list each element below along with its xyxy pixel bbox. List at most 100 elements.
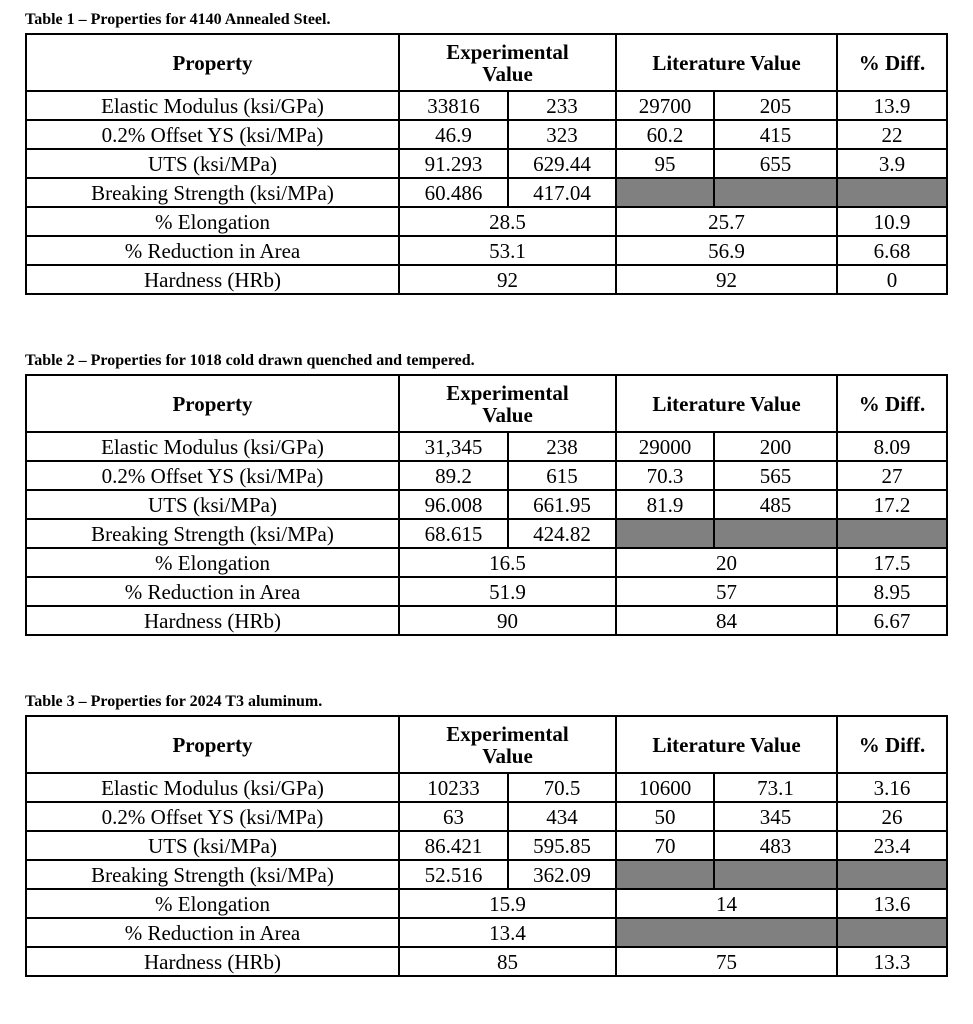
experimental-cell-ksi: 52.516 bbox=[398, 859, 509, 890]
table-row: UTS (ksi/MPa) 86.421 595.85 70 483 23.4 bbox=[25, 830, 949, 861]
diff-empty-cell bbox=[836, 917, 949, 948]
diff-empty-cell bbox=[836, 518, 949, 549]
experimental-cell-ksi: 63 bbox=[398, 801, 509, 832]
experimental-cell-ksi: 33816 bbox=[398, 90, 509, 121]
header-row: Property Experimental Value Literature V… bbox=[25, 374, 949, 433]
property-cell: Hardness (HRb) bbox=[25, 946, 400, 977]
property-cell: Breaking Strength (ksi/MPa) bbox=[25, 177, 400, 208]
property-cell: % Reduction in Area bbox=[25, 917, 400, 948]
table-row: Elastic Modulus (ksi/GPa) 31,345 238 29000 2… bbox=[25, 431, 949, 462]
header-literature: Literature Value bbox=[614, 715, 839, 774]
header-experimental-text: Experimental Value bbox=[446, 380, 569, 427]
property-cell: % Elongation bbox=[25, 547, 400, 578]
experimental-cell-si: 362.09 bbox=[507, 859, 617, 890]
header-row: Property Experimental Value Literature V… bbox=[25, 33, 949, 92]
table-row: Hardness (HRb) 85 75 13.3 bbox=[25, 946, 949, 977]
table-row: Breaking Strength (ksi/MPa) 68.615 424.82 bbox=[25, 518, 949, 549]
experimental-cell-ksi: 91.293 bbox=[398, 148, 509, 179]
literature-cell: 14 bbox=[614, 888, 839, 919]
header-property: Property bbox=[25, 715, 400, 774]
experimental-cell-si: 629.44 bbox=[507, 148, 617, 179]
experimental-cell: 28.5 bbox=[398, 206, 617, 237]
diff-cell: 3.9 bbox=[836, 148, 949, 179]
diff-cell: 3.16 bbox=[836, 772, 949, 803]
property-cell: 0.2% Offset YS (ksi/MPa) bbox=[25, 460, 400, 491]
experimental-cell-ksi: 86.421 bbox=[398, 830, 509, 861]
header-property: Property bbox=[25, 33, 400, 92]
literature-cell-si: 345 bbox=[712, 801, 839, 832]
literature-cell: 92 bbox=[614, 264, 839, 295]
table-row: Breaking Strength (ksi/MPa) 52.516 362.09 bbox=[25, 859, 949, 890]
diff-cell: 10.9 bbox=[836, 206, 949, 237]
experimental-cell: 90 bbox=[398, 605, 617, 636]
experimental-cell-ksi: 68.615 bbox=[398, 518, 509, 549]
experimental-cell: 85 bbox=[398, 946, 617, 977]
experimental-cell-si: 238 bbox=[507, 431, 617, 462]
diff-cell: 13.6 bbox=[836, 888, 949, 919]
experimental-cell: 92 bbox=[398, 264, 617, 295]
literature-empty-cell bbox=[712, 859, 839, 890]
experimental-cell-ksi: 31,345 bbox=[398, 431, 509, 462]
experimental-cell-si: 615 bbox=[507, 460, 617, 491]
header-row: Property Experimental Value Literature V… bbox=[25, 715, 949, 774]
property-cell: Hardness (HRb) bbox=[25, 264, 400, 295]
table-row: Elastic Modulus (ksi/GPa) 10233 70.5 10600 7… bbox=[25, 772, 949, 803]
literature-cell-si: 415 bbox=[712, 119, 839, 150]
header-experimental: Experimental Value bbox=[398, 33, 617, 92]
header-literature: Literature Value bbox=[614, 374, 839, 433]
literature-cell-ksi: 81.9 bbox=[615, 489, 715, 520]
property-cell: UTS (ksi/MPa) bbox=[25, 489, 400, 520]
table-title: Table 1 – Properties for 4140 Annealed S… bbox=[25, 11, 331, 28]
table-row: % Reduction in Area 13.4 bbox=[25, 917, 949, 948]
diff-cell: 13.3 bbox=[836, 946, 949, 977]
table-row: % Reduction in Area 51.9 57 8.95 bbox=[25, 576, 949, 607]
literature-cell-ksi: 60.2 bbox=[615, 119, 715, 150]
experimental-cell-ksi: 10233 bbox=[398, 772, 509, 803]
literature-cell-si: 565 bbox=[712, 460, 839, 491]
experimental-cell-si: 595.85 bbox=[507, 830, 617, 861]
diff-cell: 17.2 bbox=[836, 489, 949, 520]
table-row: Hardness (HRb) 90 84 6.67 bbox=[25, 605, 949, 636]
experimental-cell-ksi: 89.2 bbox=[398, 460, 509, 491]
experimental-cell-si: 417.04 bbox=[507, 177, 617, 208]
property-cell: Hardness (HRb) bbox=[25, 605, 400, 636]
experimental-cell-si: 233 bbox=[507, 90, 617, 121]
table-row: 0.2% Offset YS (ksi/MPa) 89.2 615 70.3 565 27 bbox=[25, 460, 949, 491]
literature-empty-cell bbox=[712, 177, 839, 208]
diff-cell: 6.67 bbox=[836, 605, 949, 636]
table-row: UTS (ksi/MPa) 96.008 661.95 81.9 485 17.2 bbox=[25, 489, 949, 520]
experimental-cell-si: 323 bbox=[507, 119, 617, 150]
diff-empty-cell bbox=[836, 177, 949, 208]
property-cell: Breaking Strength (ksi/MPa) bbox=[25, 859, 400, 890]
diff-cell: 0 bbox=[836, 264, 949, 295]
table-row: Hardness (HRb) 92 92 0 bbox=[25, 264, 949, 295]
property-cell: % Reduction in Area bbox=[25, 235, 400, 266]
properties-table: Property Experimental Value Literature V… bbox=[25, 374, 949, 636]
table-row: Elastic Modulus (ksi/GPa) 33816 233 29700 20… bbox=[25, 90, 949, 121]
literature-cell-si: 205 bbox=[712, 90, 839, 121]
experimental-cell: 53.1 bbox=[398, 235, 617, 266]
literature-cell-ksi: 95 bbox=[615, 148, 715, 179]
diff-cell: 22 bbox=[836, 119, 949, 150]
diff-cell: 6.68 bbox=[836, 235, 949, 266]
properties-table: Property Experimental Value Literature V… bbox=[25, 715, 949, 977]
table-title: Table 2 – Properties for 1018 cold drawn… bbox=[25, 352, 475, 369]
header-experimental: Experimental Value bbox=[398, 374, 617, 433]
table-row: Breaking Strength (ksi/MPa) 60.486 417.04 bbox=[25, 177, 949, 208]
header-literature: Literature Value bbox=[614, 33, 839, 92]
literature-cell-ksi: 70.3 bbox=[615, 460, 715, 491]
literature-cell-si: 655 bbox=[712, 148, 839, 179]
diff-cell: 17.5 bbox=[836, 547, 949, 578]
literature-cell-ksi: 29000 bbox=[615, 431, 715, 462]
property-cell: 0.2% Offset YS (ksi/MPa) bbox=[25, 119, 400, 150]
property-cell: Breaking Strength (ksi/MPa) bbox=[25, 518, 400, 549]
property-cell: 0.2% Offset YS (ksi/MPa) bbox=[25, 801, 400, 832]
literature-cell: 20 bbox=[614, 547, 839, 578]
properties-table: Property Experimental Value Literature V… bbox=[25, 33, 949, 295]
experimental-cell: 16.5 bbox=[398, 547, 617, 578]
property-cell: UTS (ksi/MPa) bbox=[25, 148, 400, 179]
property-cell: Elastic Modulus (ksi/GPa) bbox=[25, 90, 400, 121]
literature-cell-si: 73.1 bbox=[712, 772, 839, 803]
diff-cell: 8.09 bbox=[836, 431, 949, 462]
literature-cell-ksi: 70 bbox=[615, 830, 715, 861]
